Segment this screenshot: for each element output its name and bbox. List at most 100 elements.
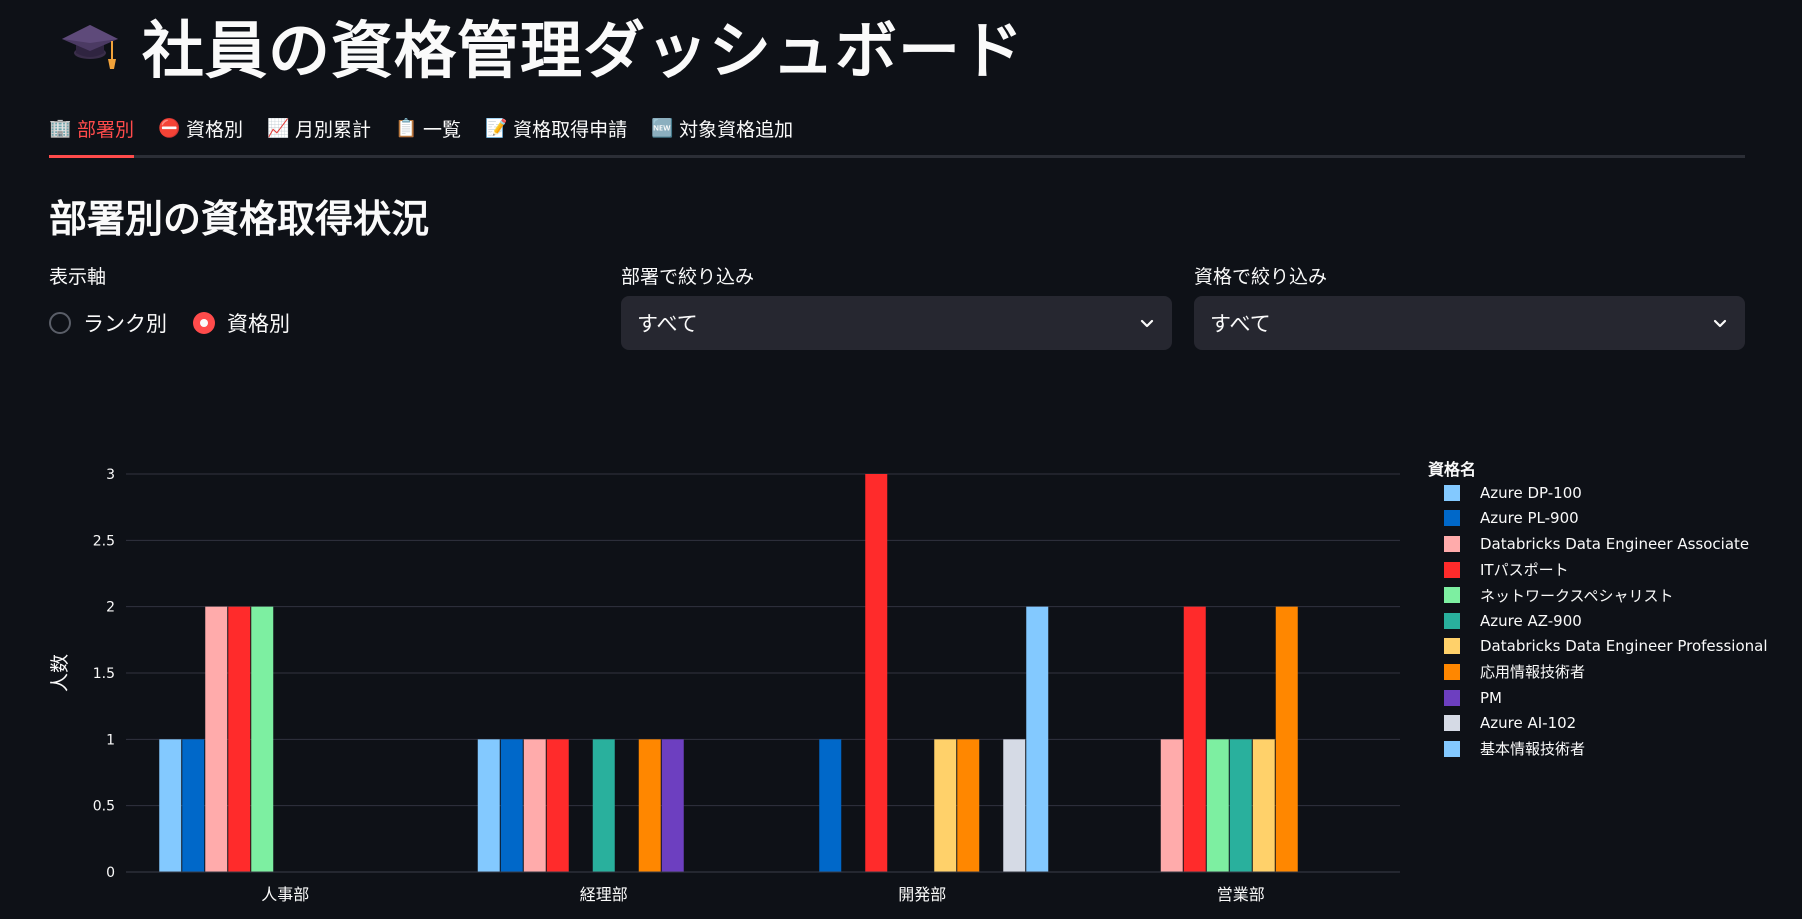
bar[interactable] (1003, 739, 1026, 872)
legend-swatch (1444, 715, 1460, 732)
chevron-down-icon (1140, 319, 1154, 328)
legend-swatch (1444, 587, 1460, 604)
bar[interactable] (477, 739, 500, 872)
chart-increasing-icon: 📈 (267, 118, 290, 139)
bar[interactable] (1026, 606, 1049, 872)
axis-radio-label: ランク別 (83, 312, 167, 336)
bar[interactable] (957, 739, 980, 872)
axis-radio-option[interactable]: 資格別 (193, 308, 290, 338)
bar[interactable] (205, 606, 228, 872)
axis-radio-option[interactable]: ランク別 (49, 308, 167, 338)
bar[interactable] (661, 739, 684, 872)
bar[interactable] (1229, 739, 1252, 872)
tab-1[interactable]: ⛔ 資格別 (158, 106, 243, 155)
bar[interactable] (1183, 606, 1206, 872)
bar[interactable] (1275, 606, 1298, 872)
x-tick-label: 人事部 (261, 885, 309, 904)
legend-swatch (1444, 561, 1460, 578)
legend-label: Databricks Data Engineer Professional (1480, 637, 1768, 656)
legend-label: PM (1480, 688, 1502, 707)
bar[interactable] (228, 606, 251, 872)
axis-radio-label: 資格別 (227, 312, 290, 336)
legend-item[interactable]: Databricks Data Engineer Associate (1428, 531, 1802, 557)
legend-label: ネットワークスペシャリスト (1480, 586, 1674, 605)
bar[interactable] (182, 739, 205, 872)
y-tick-label: 1 (106, 732, 115, 748)
tab-0[interactable]: 🏢 部署別 (49, 106, 135, 158)
legend-swatch (1444, 535, 1460, 552)
chart-legend: 資格名 Azure DP-100 Azure PL-900 Databricks D… (1428, 456, 1802, 762)
tab-label: 対象資格追加 (679, 119, 794, 141)
tab-3[interactable]: 📋 一覧 (395, 106, 461, 155)
graduation-cap-icon (62, 25, 118, 69)
tab-5[interactable]: 🆕 対象資格追加 (651, 106, 793, 155)
bar[interactable] (251, 606, 274, 872)
legend-label: ITパスポート (1480, 561, 1569, 580)
y-tick-label: 3 (106, 467, 115, 483)
tab-label: 一覧 (423, 119, 462, 141)
y-tick-label: 2 (106, 600, 115, 616)
legend-item[interactable]: Azure DP-100 (1428, 480, 1802, 506)
legend-item[interactable]: Azure PL-900 (1428, 506, 1802, 532)
bar[interactable] (819, 739, 842, 872)
new-button-icon: 🆕 (651, 118, 674, 139)
tab-4[interactable]: 📝 資格取得申請 (485, 106, 627, 155)
tab-bar: 🏢 部署別 ⛔ 資格別 📈 月別累計 📋 一覧 📝 資格取得申請 🆕 対象資格追加 (49, 106, 1745, 158)
bar[interactable] (638, 739, 661, 872)
bar[interactable] (1252, 739, 1275, 872)
axis-label: 表示軸 (49, 266, 107, 288)
legend-label: 応用情報技術者 (1480, 663, 1586, 682)
legend-swatch (1444, 689, 1460, 706)
bar[interactable] (934, 739, 957, 872)
tab-label: 部署別 (77, 119, 135, 141)
legend-swatch (1444, 740, 1460, 757)
bar[interactable] (159, 739, 182, 872)
bar[interactable] (1160, 739, 1183, 872)
legend-label: Azure PL-900 (1480, 509, 1579, 528)
radio-checked-icon (193, 312, 215, 334)
legend-item[interactable]: Azure AI-102 (1428, 710, 1802, 736)
tab-label: 月別累計 (295, 119, 372, 141)
dept-filter-select[interactable]: すべて (621, 296, 1172, 350)
legend-item[interactable]: ITパスポート (1428, 557, 1802, 583)
bar[interactable] (523, 739, 546, 872)
legend-label: 基本情報技術者 (1480, 740, 1586, 759)
legend-swatch (1444, 663, 1460, 680)
legend-title: 資格名 (1428, 460, 1477, 479)
cert-filter-label: 資格で絞り込み (1194, 266, 1328, 288)
memo-icon: 📝 (485, 118, 508, 139)
legend-swatch (1444, 612, 1460, 629)
cert-filter-select[interactable]: すべて (1194, 296, 1745, 350)
legend-item[interactable]: ネットワークスペシャリスト (1428, 582, 1802, 608)
bar[interactable] (592, 739, 615, 872)
section-heading: 部署別の資格取得状況 (49, 197, 430, 241)
legend-swatch (1444, 484, 1460, 501)
legend-label: Azure AZ-900 (1480, 611, 1582, 630)
bar[interactable] (500, 739, 523, 872)
cert-filter-value: すべて (1210, 312, 1271, 336)
x-tick-label: 営業部 (1217, 885, 1265, 904)
legend-label: Azure AI-102 (1480, 714, 1577, 733)
legend-item[interactable]: Databricks Data Engineer Professional (1428, 634, 1802, 660)
page-title-text: 社員の資格管理ダッシュボード (142, 14, 1025, 87)
legend-item[interactable]: Azure AZ-900 (1428, 608, 1802, 634)
bar[interactable] (546, 739, 569, 872)
dept-filter-label: 部署で絞り込み (621, 266, 755, 288)
bar[interactable] (865, 474, 888, 872)
legend-item[interactable]: 基本情報技術者 (1428, 736, 1802, 762)
legend-label: Databricks Data Engineer Associate (1480, 534, 1750, 553)
chevron-down-icon (1713, 319, 1727, 328)
office-building-icon: 🏢 (49, 118, 72, 139)
y-tick-label: 1.5 (93, 666, 115, 682)
bar[interactable] (1206, 739, 1229, 872)
no-entry-icon: ⛔ (158, 118, 181, 139)
tab-2[interactable]: 📈 月別累計 (267, 106, 371, 155)
legend-item[interactable]: 応用情報技術者 (1428, 659, 1802, 685)
legend-swatch (1444, 510, 1460, 527)
page-title: 社員の資格管理ダッシュボード (58, 6, 1024, 87)
legend-label: Azure DP-100 (1480, 483, 1582, 502)
legend-item[interactable]: PM (1428, 685, 1802, 711)
dept-filter-value: すべて (637, 312, 698, 336)
